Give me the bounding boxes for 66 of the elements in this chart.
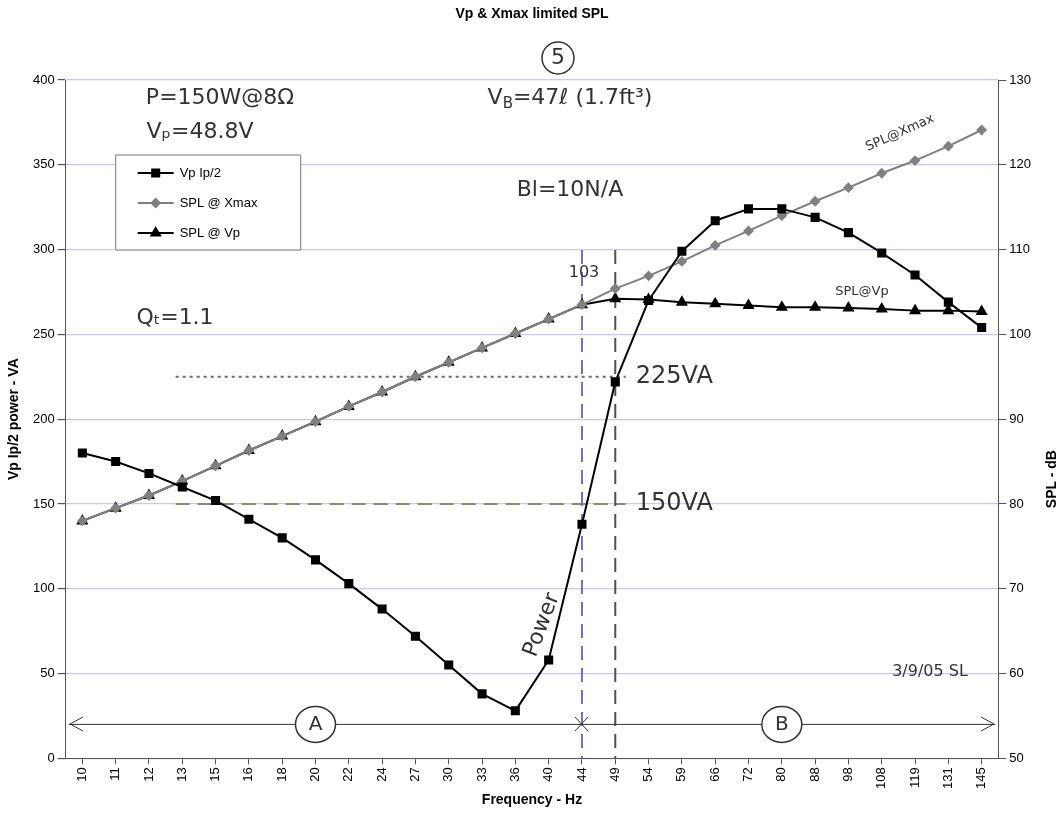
y-tick-label: 400 [32,71,55,87]
y-tick-label: 50 [40,665,55,681]
x-tick-label: 131 [939,767,955,790]
x-tick-label: 44 [573,767,589,782]
x-tick-label: 72 [740,767,756,782]
x-tick-label: 11 [107,767,123,781]
y2-tick-label: 130 [1009,71,1032,87]
x-tick-label: 22 [340,767,356,782]
x-tick-label: 16 [240,767,256,782]
y2-axis-title: SPL - dB [1042,450,1059,509]
x-tick-label: 30 [440,767,456,782]
y2-tick-label: 50 [1009,749,1024,765]
y-tick-label: 350 [32,156,55,172]
y2-tick-label: 110 [1009,241,1031,257]
x-tick-label: 13 [173,767,189,782]
y-tick-label: 200 [32,410,55,426]
x-tick-label: 40 [540,767,556,782]
x-tick-label: 66 [706,767,722,782]
y-axis-title: Vp Ip/2 power - VA [4,358,21,481]
annotation: B [774,710,789,735]
y-tick-label: 100 [32,580,55,596]
x-tick-label: 24 [373,767,389,782]
x-tick-label: 98 [840,767,855,782]
y-tick-label: 250 [32,325,55,341]
x-tick-label: 80 [773,767,789,782]
annotation: Qₜ=1.1 [136,303,214,329]
y2-tick-label: 60 [1009,665,1024,681]
y2-tick-label: 100 [1009,325,1032,341]
x-tick-label: 108 [873,767,889,790]
x-tick-label: 145 [973,767,989,790]
x-tick-label: 15 [207,767,223,782]
x-tick-label: 59 [673,767,689,782]
annotation: P=150W@8Ω [145,83,295,109]
ref-line-label: 150VA [635,488,714,517]
y2-tick-label: 70 [1009,580,1024,596]
y-tick-label: 300 [32,241,55,257]
ref-line-label: 225VA [635,361,714,389]
annotation: Vₚ=48.8V [146,117,254,143]
x-tick-label: 27 [407,767,422,782]
x-axis-title: Frequency - Hz [481,790,583,807]
annotation: Bl=10N/A [516,175,624,201]
x-tick-label: 49 [606,767,622,782]
legend-label: SPL @ Xmax [179,194,258,210]
annotation: 3/9/05 SL [892,661,968,681]
x-tick-label: 88 [806,767,822,782]
chart-title: Vp & Xmax limited SPL [455,4,610,21]
legend-label: Vp Ip/2 [179,164,221,180]
x-tick-label: 36 [506,767,522,782]
x-tick-label: 33 [473,767,489,782]
x-tick-label: 10 [73,767,89,782]
annotation: SPL@Vp [835,283,889,299]
x-tick-label: 18 [273,767,289,782]
x-tick-label: 12 [140,767,156,782]
annotation: 103 [568,262,600,282]
y2-tick-label: 90 [1009,410,1024,426]
y-tick-label: 150 [32,495,55,511]
text: 5 [551,43,565,69]
x-tick-label: 20 [307,767,323,782]
y-tick-label: 0 [47,749,55,765]
annotation: Power [516,587,565,660]
x-tick-label: 54 [640,767,656,782]
y2-tick-label: 120 [1009,156,1032,172]
legend-label: SPL @ Vp [179,224,241,240]
annotation: A [308,710,323,735]
y2-tick-label: 80 [1009,495,1024,511]
x-tick-label: 119 [906,767,922,789]
